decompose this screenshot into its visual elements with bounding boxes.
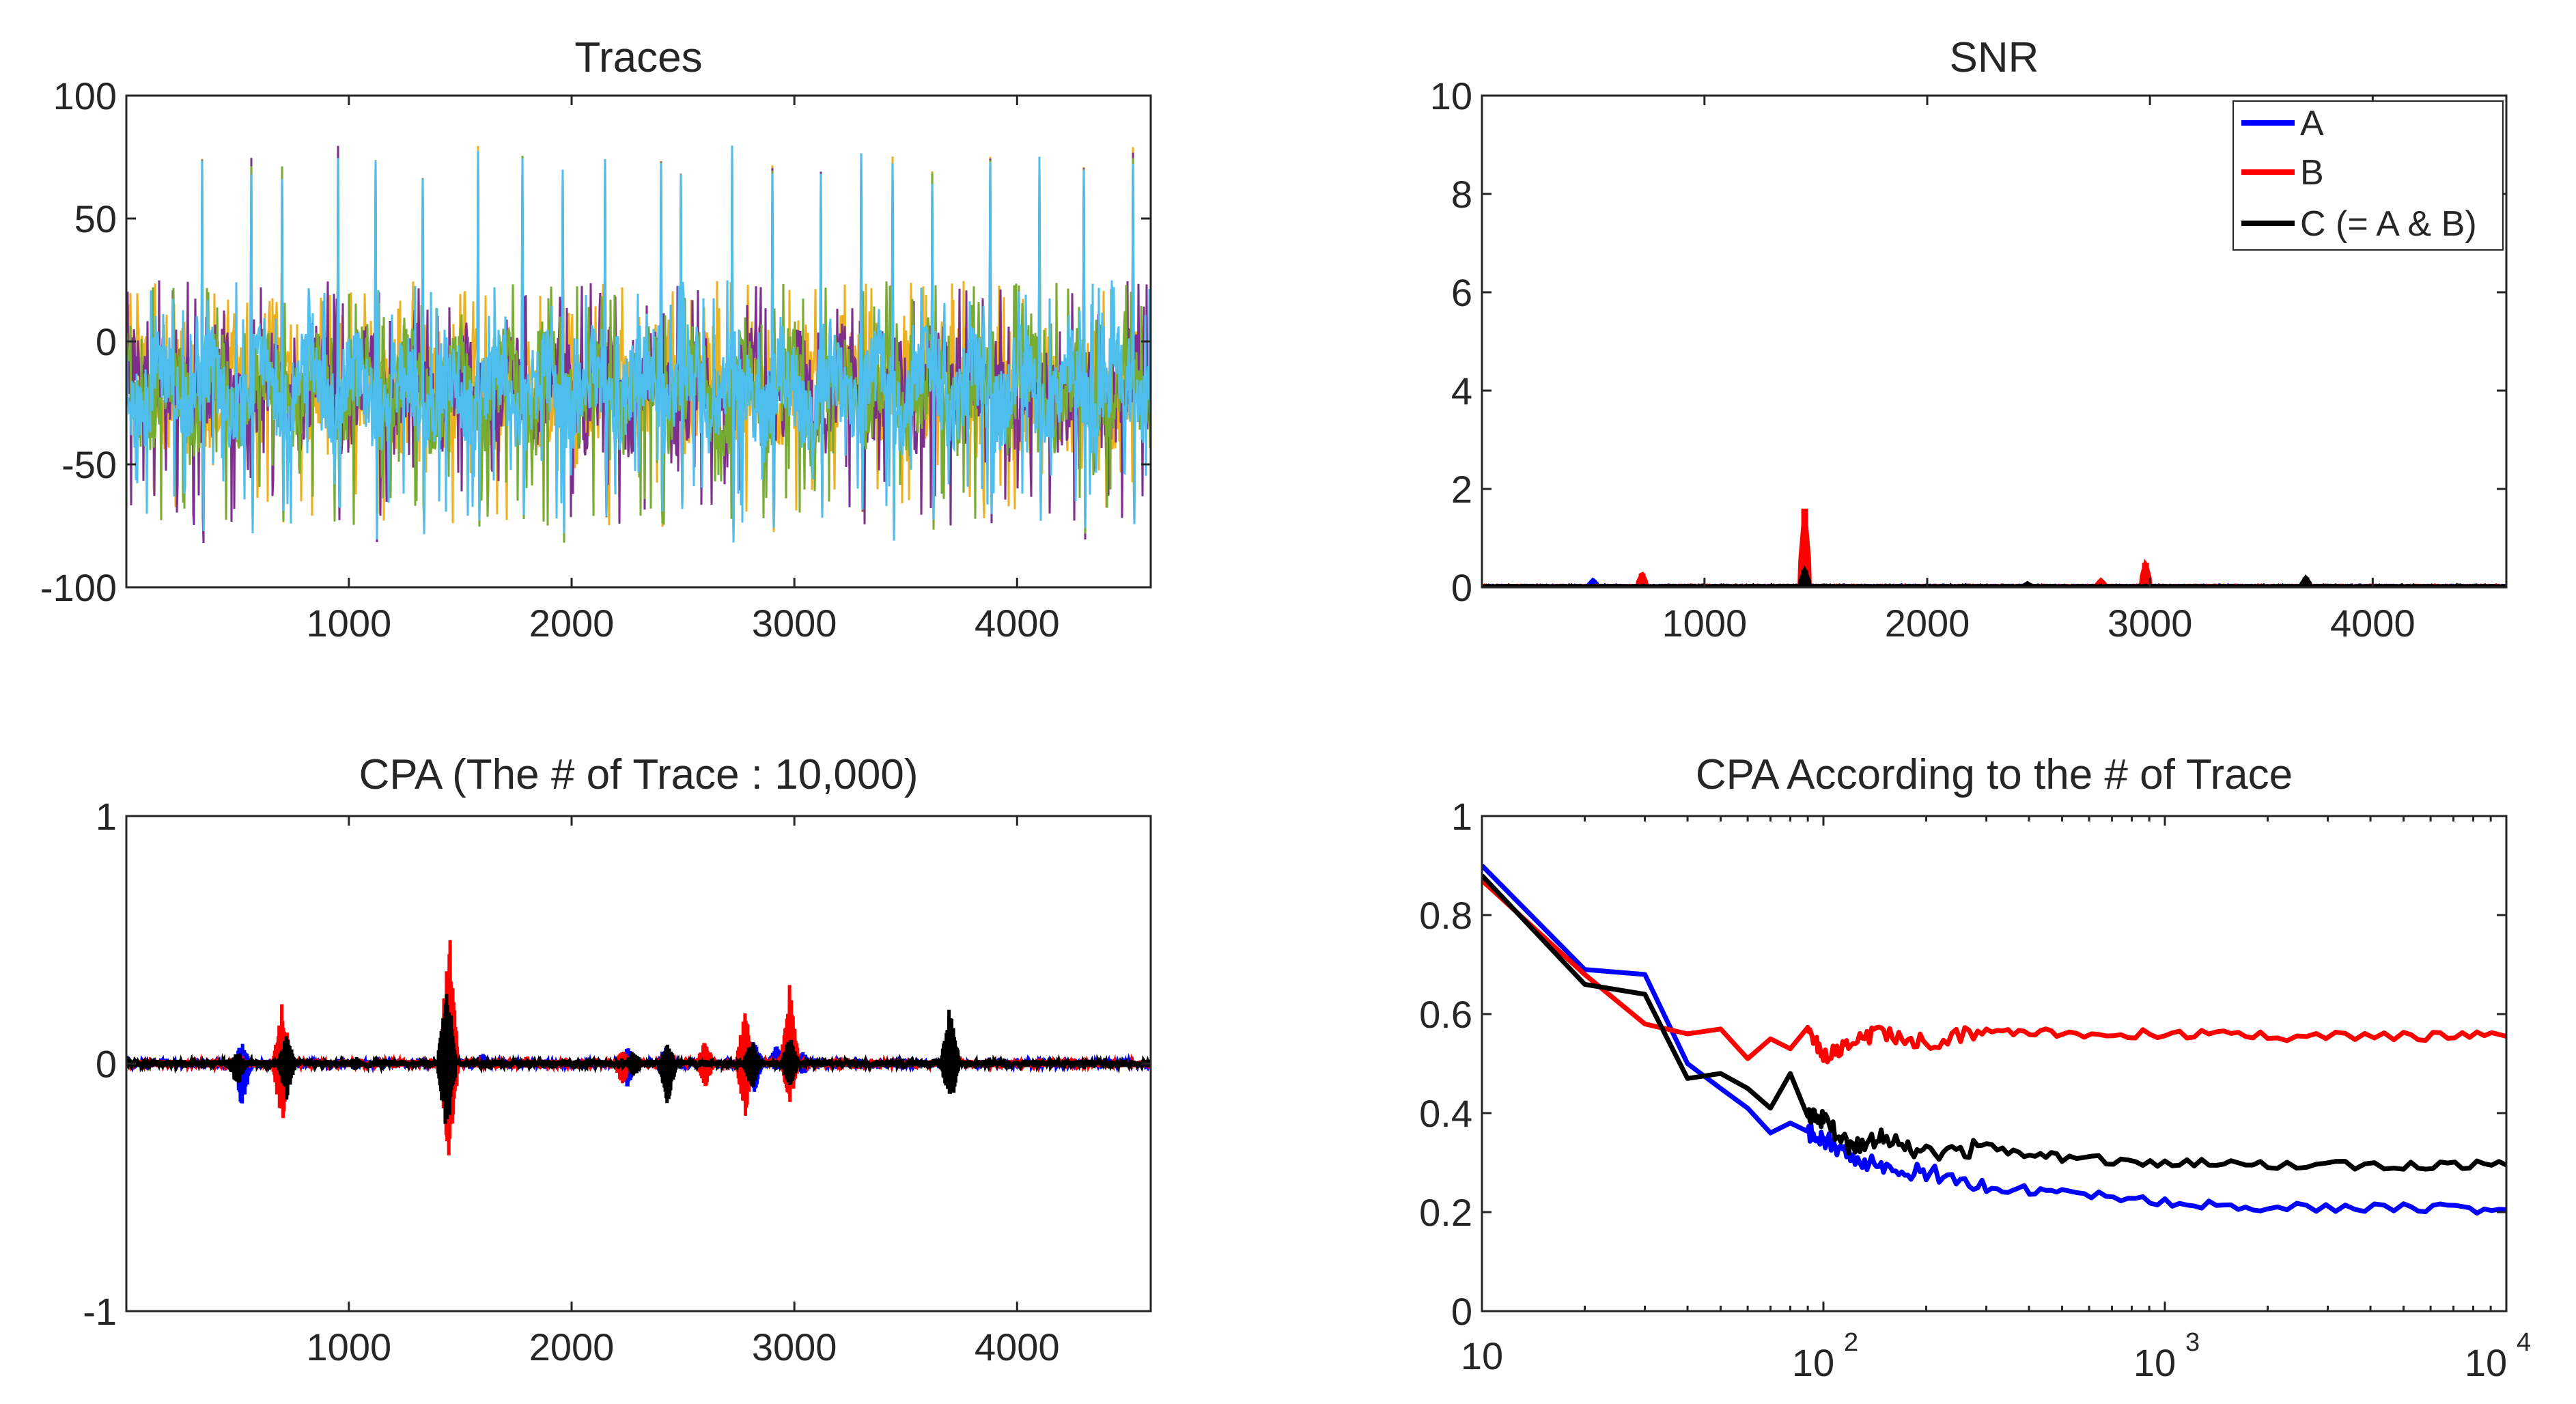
ytick-label: 0: [96, 320, 117, 363]
cpa-ticks: 1 0 -1 1000 2000 3000 4000: [83, 795, 1151, 1368]
traces-title: Traces: [574, 34, 702, 81]
ytick-label: 4: [1451, 369, 1472, 412]
cpa-trend-series-line: [1482, 873, 2506, 1172]
snr-ticks: 10 8 6 4 2 0 1000 2000 3000 4000: [1430, 74, 2506, 645]
cpa-panel: CPA (The # of Trace : 10,000) 1 0 -1 1000 20…: [83, 751, 1152, 1368]
cpa-trend-plot-area: [1482, 864, 2506, 1216]
trend-xtick-1e2-exp: 2: [1844, 1328, 1858, 1357]
legend-label-c: C (= A & B): [2300, 204, 2477, 244]
cpa-trend-series-line: [1482, 864, 2506, 1216]
ytick-label: 0: [1451, 1290, 1472, 1333]
snr-peak: [1801, 508, 1808, 587]
ytick-label: 50: [74, 197, 117, 240]
ytick-label: 100: [53, 74, 117, 117]
legend-label-b: B: [2300, 153, 2324, 193]
cpa-trend-title: CPA According to the # of Trace: [1696, 751, 2293, 798]
ytick-label: 0.4: [1419, 1092, 1472, 1135]
cpa-trend-series-group: [1482, 864, 2506, 1216]
ytick-label: -100: [40, 566, 117, 609]
traces-panel: Traces 100 50 0 -50 -100 1000 2000 3000 4000: [40, 34, 1152, 645]
trend-xtick-10: 10: [1461, 1334, 1503, 1377]
ytick-label: 0.2: [1419, 1191, 1472, 1234]
snr-panel: SNR 10 8 6 4 2 0 1000 2000 3000 4000 A B C (= A &…: [1430, 34, 2508, 645]
trend-xtick-1e4-exp: 4: [2517, 1328, 2531, 1357]
snr-title: SNR: [1950, 34, 2039, 81]
ytick-label: 2: [1451, 468, 1472, 511]
snr-peak: [1801, 570, 1808, 587]
traces-plot-area: [126, 145, 1151, 544]
traces-series-group: [126, 145, 1151, 544]
ytick-label: 8: [1451, 173, 1472, 216]
trend-xtick-1e4-base: 10: [2465, 1341, 2507, 1384]
snr-peak: [2024, 583, 2031, 587]
trend-xtick-1e2-base: 10: [1792, 1341, 1834, 1384]
ytick-label: 0: [96, 1043, 117, 1086]
xtick-label: 2000: [1885, 602, 1970, 645]
cpa-plot-area: [126, 940, 1151, 1155]
xtick-label: 3000: [752, 1325, 837, 1368]
snr-peak: [1589, 580, 1597, 587]
xtick-label: 1000: [1662, 602, 1748, 645]
ytick-label: 10: [1430, 74, 1472, 117]
xtick-label: 1000: [307, 1325, 392, 1368]
ytick-label: 6: [1451, 271, 1472, 314]
ytick-label: 0.6: [1419, 993, 1472, 1036]
ytick-label: -1: [83, 1290, 117, 1333]
snr-peak: [2142, 563, 2149, 587]
cpa-trend-axes-box: [1481, 815, 2508, 1312]
snr-peak: [2097, 580, 2105, 587]
xtick-label: 4000: [2330, 602, 2416, 645]
cpa-title: CPA (The # of Trace : 10,000): [359, 751, 918, 798]
ytick-label: 1: [1451, 795, 1472, 838]
traces-ticks: 100 50 0 -50 -100 1000 2000 3000 4000: [40, 74, 1151, 645]
ytick-label: -50: [61, 443, 117, 486]
ytick-label: 1: [96, 795, 117, 838]
snr-legend: A B C (= A & B): [2232, 100, 2504, 251]
trend-xtick-1e3-exp: 3: [2185, 1328, 2200, 1357]
xtick-label: 4000: [975, 1325, 1060, 1368]
cpa-trend-series-line: [1482, 878, 2506, 1065]
trace-line: [126, 145, 1151, 543]
snr-peak: [1638, 573, 1646, 587]
cpa-trend-panel: CPA According to the # of Trace 1 0.8 0.6 0…: [1419, 751, 2531, 1384]
legend-label-a: A: [2300, 104, 2324, 143]
xtick-label: 3000: [2108, 602, 2193, 645]
ytick-label: 0.8: [1419, 894, 1472, 937]
cpa-series-group: [126, 940, 1151, 1155]
snr-peak: [2302, 577, 2310, 587]
cpa-trend-ticks: 1 0.8 0.6 0.4 0.2 0: [1419, 795, 2506, 1333]
xtick-label: 2000: [529, 602, 615, 645]
xtick-label: 4000: [975, 602, 1060, 645]
ytick-label: 0: [1451, 566, 1472, 609]
xtick-label: 3000: [752, 602, 837, 645]
trend-xtick-1e3-base: 10: [2133, 1341, 2176, 1384]
xtick-label: 2000: [529, 1325, 615, 1368]
snr-axes-box: [1481, 94, 2508, 589]
xtick-label: 1000: [307, 602, 392, 645]
cpa-series-line: [126, 994, 1151, 1124]
